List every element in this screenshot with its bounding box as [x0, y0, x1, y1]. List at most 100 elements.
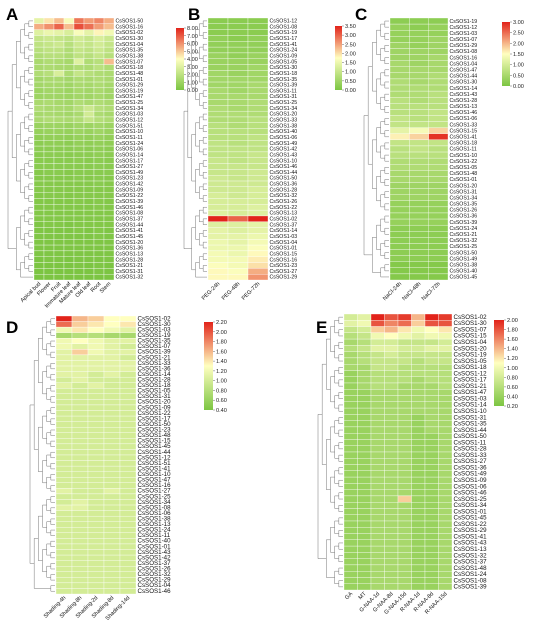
row-label: CsSOS1-20 [450, 183, 478, 189]
heatmap-cell [71, 515, 89, 522]
heatmap-cell [227, 99, 249, 106]
row-label: CsSOS1-19 [450, 19, 478, 25]
heatmap-cell [71, 510, 89, 517]
heatmap-cell [71, 465, 89, 472]
heatmap-cell [71, 371, 89, 378]
heatmap-cell [397, 338, 412, 346]
heatmap-cell [397, 345, 412, 352]
row-label: CsSOS1-17 [138, 415, 172, 422]
heatmap-cell [438, 583, 453, 591]
row-label: CsSOS1-22 [450, 159, 478, 165]
heatmap-cell [119, 454, 137, 461]
heatmap-cell [33, 256, 45, 263]
heatmap-cell [119, 571, 137, 578]
heatmap-cell [424, 564, 439, 572]
heatmap-cell [53, 227, 65, 234]
heatmap-cell [103, 163, 115, 170]
heatmap-cell [87, 427, 105, 433]
heatmap-cell [247, 70, 269, 77]
heatmap-cell [53, 46, 65, 54]
heatmap-cell [227, 17, 249, 24]
heatmap-cell [55, 360, 73, 367]
heatmap-cell [119, 504, 137, 511]
heatmap-cell [43, 157, 55, 164]
heatmap-cell [384, 514, 399, 522]
heatmap-cell [409, 182, 429, 189]
heatmap-cell [424, 389, 439, 396]
heatmap-cell [103, 169, 115, 176]
heatmap-cell [103, 52, 115, 59]
legend-tick-label: 0.20 [507, 404, 518, 410]
heatmap-cell [55, 332, 73, 339]
row-label: CsSOS1-50 [138, 421, 172, 428]
heatmap-cell [87, 382, 105, 389]
heatmap-cell [438, 326, 453, 333]
heatmap-cell [389, 261, 410, 268]
row-label: CsSOS1-39 [454, 584, 488, 591]
heatmap-cell [119, 482, 137, 489]
heatmap-cell [119, 549, 137, 556]
row-label: CsSOS1-18 [454, 364, 488, 371]
row-label: CsSOS1-51 [138, 460, 172, 467]
row-label: CsSOS1-20 [116, 240, 144, 246]
heatmap-cell [43, 227, 55, 234]
heatmap-cell [63, 163, 75, 170]
legend-tick-label: 0.40 [216, 408, 227, 414]
row-label: CsSOS1-49 [270, 141, 298, 147]
heatmap-cell [207, 163, 229, 170]
heatmap-cell [389, 66, 410, 74]
heatmap-cell [71, 321, 89, 328]
heatmap-cell [93, 262, 105, 269]
heatmap-cell [438, 313, 453, 321]
row-label: CsSOS1-45 [138, 443, 172, 450]
row-label: CsSOS1-49 [450, 256, 478, 262]
heatmap-cell [409, 151, 429, 159]
heatmap-cell [424, 433, 439, 440]
heatmap-cell [357, 489, 372, 497]
row-label: CsSOS1-35 [450, 202, 478, 208]
heatmap-cell [63, 105, 75, 112]
heatmap-cell [411, 382, 426, 390]
heatmap-cell [357, 389, 372, 396]
heatmap-cell [63, 17, 75, 24]
heatmap-cell [87, 332, 105, 339]
heatmap-cell [357, 326, 372, 333]
heatmap-cell [389, 194, 410, 201]
row-label: CsSOS1-27 [116, 164, 144, 170]
row-label: CsSOS1-18 [138, 382, 172, 389]
heatmap-cell [53, 81, 65, 89]
heatmap-cell [33, 215, 45, 222]
heatmap-cell [227, 274, 249, 281]
heatmap-cell [409, 249, 429, 256]
heatmap-cell [424, 558, 439, 566]
heatmap-cell [438, 545, 453, 553]
heatmap-cell [389, 212, 410, 220]
heatmap-cell [384, 332, 399, 340]
heatmap-cell [119, 443, 137, 450]
heatmap-cell [93, 169, 105, 176]
heatmap-cell [389, 145, 410, 153]
heatmap-cell [55, 521, 73, 528]
heatmap-cell [71, 488, 89, 495]
heatmap-cell [411, 545, 426, 553]
heatmap-cell [93, 198, 105, 205]
heatmap-cell [428, 231, 449, 238]
heatmap-cell [370, 514, 385, 522]
heatmap-cell [409, 164, 429, 171]
heatmap-cell [424, 489, 439, 497]
heatmap-cell [103, 145, 115, 153]
heatmap-cell [370, 313, 385, 321]
heatmap-cell [247, 145, 269, 153]
heatmap-cell [424, 351, 439, 359]
heatmap-cell [83, 87, 95, 94]
heatmap-cell [103, 204, 115, 211]
heatmap-cell [247, 221, 269, 228]
heatmap-cell [227, 239, 249, 246]
heatmap-cell [411, 514, 426, 522]
heatmap-cell [389, 170, 410, 177]
heatmap-cell [411, 508, 426, 515]
heatmap-cell [389, 157, 410, 165]
heatmap-cell [384, 489, 399, 497]
heatmap-cell [55, 510, 73, 517]
heatmap-cell [370, 426, 385, 434]
